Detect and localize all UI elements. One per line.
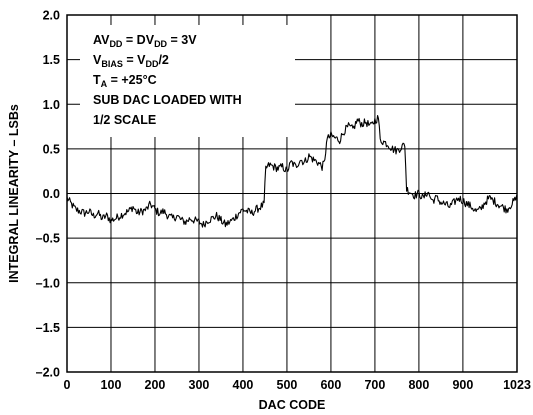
y-tick-label: –1.5	[36, 321, 60, 335]
plot-frame	[66, 14, 518, 373]
y-tick-label: 2.0	[43, 9, 60, 23]
series-line-inl	[66, 114, 518, 228]
y-tick-labels: –2.0 –1.5 –1.0 –0.5 0.0 0.5 1.0 1.5 2.0	[36, 9, 60, 380]
x-tick-label: 100	[101, 378, 122, 392]
x-axis-label: DAC CODE	[259, 398, 326, 412]
x-tick-label: 0	[64, 378, 71, 392]
x-tick-label: 900	[452, 378, 473, 392]
annotation-line: VBIAS = VDD/2	[93, 53, 169, 69]
annotation-line: AVDD = DVDD = 3V	[93, 33, 197, 49]
x-tick-label: 700	[364, 378, 385, 392]
annotation-part: AV	[93, 33, 110, 47]
y-tick-label: 1.0	[43, 98, 60, 112]
x-tick-label: 300	[189, 378, 210, 392]
x-tick-label: 200	[145, 378, 166, 392]
y-axis-label: INTEGRAL LINEARITY – LSBs	[7, 104, 21, 283]
annotation-part: T	[93, 73, 101, 87]
y-tick-label: 1.5	[43, 53, 60, 67]
annotation-part: BIAS	[101, 59, 123, 69]
y-tick-label: 0.0	[43, 187, 60, 201]
annotation-part: /2	[158, 53, 168, 67]
annotation-part: 1/2 SCALE	[93, 113, 156, 127]
y-tick-label: –2.0	[36, 366, 60, 380]
annotation-part: A	[101, 79, 108, 89]
annotation-part: SUB DAC LOADED WITH	[93, 93, 242, 107]
annotation-line: TA = +25°C	[93, 73, 157, 89]
x-tick-label: 800	[408, 378, 429, 392]
annotation-line: SUB DAC LOADED WITH	[93, 93, 242, 107]
annotation-part: = V	[123, 53, 146, 67]
grid-lines	[67, 15, 517, 372]
y-tick-label: –1.0	[36, 276, 60, 290]
annotation-part: V	[93, 53, 102, 67]
annotation-part: = DV	[122, 33, 154, 47]
annotation-part: = +25°C	[107, 73, 156, 87]
y-tick-label: 0.5	[43, 142, 60, 156]
x-tick-label: 400	[233, 378, 254, 392]
annotation-background	[80, 25, 295, 137]
annotation-part: DD	[145, 59, 158, 69]
annotation-part: = 3V	[167, 33, 197, 47]
annotation-line: 1/2 SCALE	[93, 113, 156, 127]
y-tick-label: –0.5	[36, 232, 60, 246]
annotation-part: DD	[154, 39, 167, 49]
annotation-part: DD	[109, 39, 122, 49]
x-tick-label: 500	[277, 378, 298, 392]
x-tick-labels: 0 100 200 300 400 500 600 700 800 900 1023	[64, 378, 531, 392]
x-tick-label: 1023	[503, 378, 531, 392]
x-tick-label: 600	[320, 378, 341, 392]
